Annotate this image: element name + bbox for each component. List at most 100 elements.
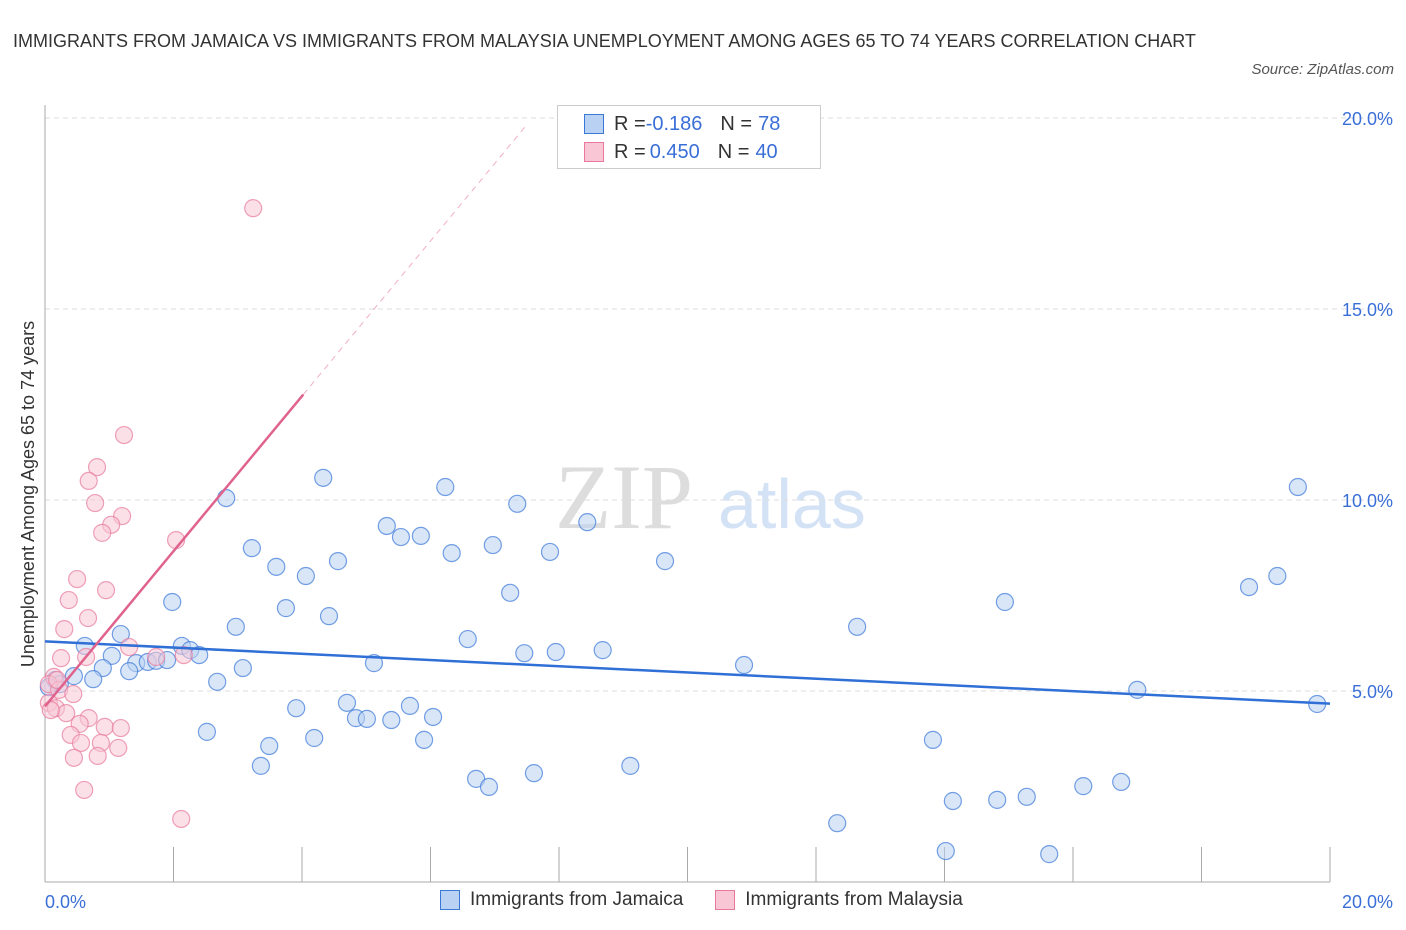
- jamaica-point: [501, 583, 520, 602]
- legend-label: Immigrants from Malaysia: [745, 889, 963, 910]
- y-tick-label: 20.0%: [1342, 109, 1393, 129]
- jamaica-point: [400, 696, 420, 715]
- malaysia-point: [88, 746, 107, 766]
- y-tick-label: 15.0%: [1342, 300, 1393, 320]
- y-tick-label: 10.0%: [1342, 491, 1393, 511]
- jamaica-point: [655, 552, 675, 571]
- r-label: R =: [614, 140, 646, 163]
- jamaica-point: [337, 693, 357, 712]
- jamaica-point: [593, 641, 612, 660]
- malaysia-point: [59, 590, 78, 610]
- jamaica-point: [111, 624, 130, 644]
- watermark-zip: ZIP: [555, 446, 693, 548]
- legend-row-jamaica: R = -0.186 N = 78: [584, 110, 780, 138]
- n-value: 40: [755, 140, 778, 163]
- series-legend: Immigrants from Jamaica Immigrants from …: [440, 889, 995, 911]
- jamaica-point: [988, 790, 1007, 809]
- malaysia-point: [95, 717, 114, 737]
- jamaica-point: [524, 764, 544, 783]
- jamaica-point: [540, 542, 560, 562]
- jamaica-point: [328, 552, 348, 571]
- malaysia-point: [68, 569, 87, 589]
- r-label: R =: [614, 112, 646, 135]
- jamaica-point: [163, 592, 182, 612]
- jamaica-point: [226, 617, 245, 636]
- malaysia-point: [64, 684, 83, 704]
- malaysia-swatch: [715, 890, 736, 910]
- jamaica-trend-line: [44, 640, 1331, 705]
- jamaica-point: [411, 526, 430, 546]
- jamaica-point: [479, 777, 499, 796]
- malaysia-point: [41, 700, 60, 720]
- x-tick-label: 0.0%: [45, 892, 86, 912]
- malaysia-point: [79, 471, 98, 490]
- jamaica-point: [467, 769, 486, 788]
- jamaica-point: [260, 736, 279, 756]
- jamaica-point: [1288, 477, 1307, 497]
- jamaica-point: [208, 672, 227, 691]
- jamaica-point: [233, 658, 252, 678]
- x-tick-label: 20.0%: [1342, 892, 1393, 912]
- legend-label: Immigrants from Jamaica: [470, 889, 684, 910]
- jamaica-point: [382, 710, 401, 730]
- malaysia-point: [71, 733, 91, 753]
- jamaica-point: [923, 730, 943, 749]
- jamaica-point: [267, 557, 286, 576]
- jamaica-point: [84, 670, 103, 689]
- jamaica-point: [515, 644, 534, 663]
- malaysia-point: [86, 493, 105, 513]
- jamaica-point: [414, 730, 434, 749]
- jamaica-point: [995, 592, 1014, 612]
- jamaica-point: [305, 728, 324, 748]
- malaysia-point: [147, 647, 166, 667]
- malaysia-point: [75, 780, 94, 800]
- jamaica-swatch: [440, 890, 460, 910]
- jamaica-point: [217, 488, 236, 508]
- malaysia-point: [78, 608, 98, 628]
- jamaica-point: [423, 707, 443, 727]
- stats-legend: R = -0.186 N = 78 R = 0.450 N = 40: [557, 105, 821, 169]
- jamaica-point: [578, 513, 597, 532]
- legend-item-malaysia: Immigrants from Malaysia: [715, 889, 963, 911]
- malaysia-point: [87, 458, 107, 477]
- jamaica-point: [314, 468, 333, 487]
- jamaica-point: [391, 527, 411, 547]
- jamaica-swatch: [584, 114, 604, 134]
- jamaica-point: [1017, 787, 1036, 806]
- jamaica-point: [1239, 577, 1259, 597]
- malaysia-point: [172, 809, 191, 829]
- jamaica-point: [251, 756, 270, 775]
- chart-title: IMMIGRANTS FROM JAMAICA VS IMMIGRANTS FR…: [13, 31, 1196, 51]
- jamaica-point: [442, 543, 461, 563]
- malaysia-point: [114, 425, 134, 445]
- jamaica-point: [1268, 566, 1287, 586]
- jamaica-point: [276, 599, 296, 618]
- jamaica-point: [546, 642, 565, 662]
- jamaica-point: [364, 654, 384, 673]
- jamaica-point: [102, 646, 121, 665]
- trend-line-extension: [302, 124, 528, 395]
- malaysia-trend-line: [44, 393, 305, 708]
- jamaica-point: [621, 756, 640, 775]
- jamaica-point: [508, 494, 527, 513]
- jamaica-point: [1112, 772, 1131, 792]
- jamaica-point: [1040, 845, 1059, 864]
- jamaica-point: [828, 814, 847, 833]
- n-value: 78: [758, 112, 781, 135]
- watermark-atlas: atlas: [718, 465, 866, 543]
- jamaica-point: [1074, 777, 1093, 796]
- malaysia-point: [51, 649, 71, 668]
- malaysia-point: [120, 637, 139, 657]
- n-label: N =: [720, 112, 753, 135]
- malaysia-point: [111, 718, 130, 738]
- jamaica-point: [483, 535, 502, 555]
- r-value: -0.186: [645, 112, 703, 135]
- jamaica-point: [357, 709, 376, 728]
- malaysia-point: [109, 738, 128, 758]
- y-tick-label: 5.0%: [1352, 682, 1393, 702]
- legend-item-jamaica: Immigrants from Jamaica: [440, 889, 683, 911]
- n-label: N =: [717, 140, 750, 163]
- malaysia-point: [174, 645, 193, 665]
- jamaica-point: [319, 607, 339, 626]
